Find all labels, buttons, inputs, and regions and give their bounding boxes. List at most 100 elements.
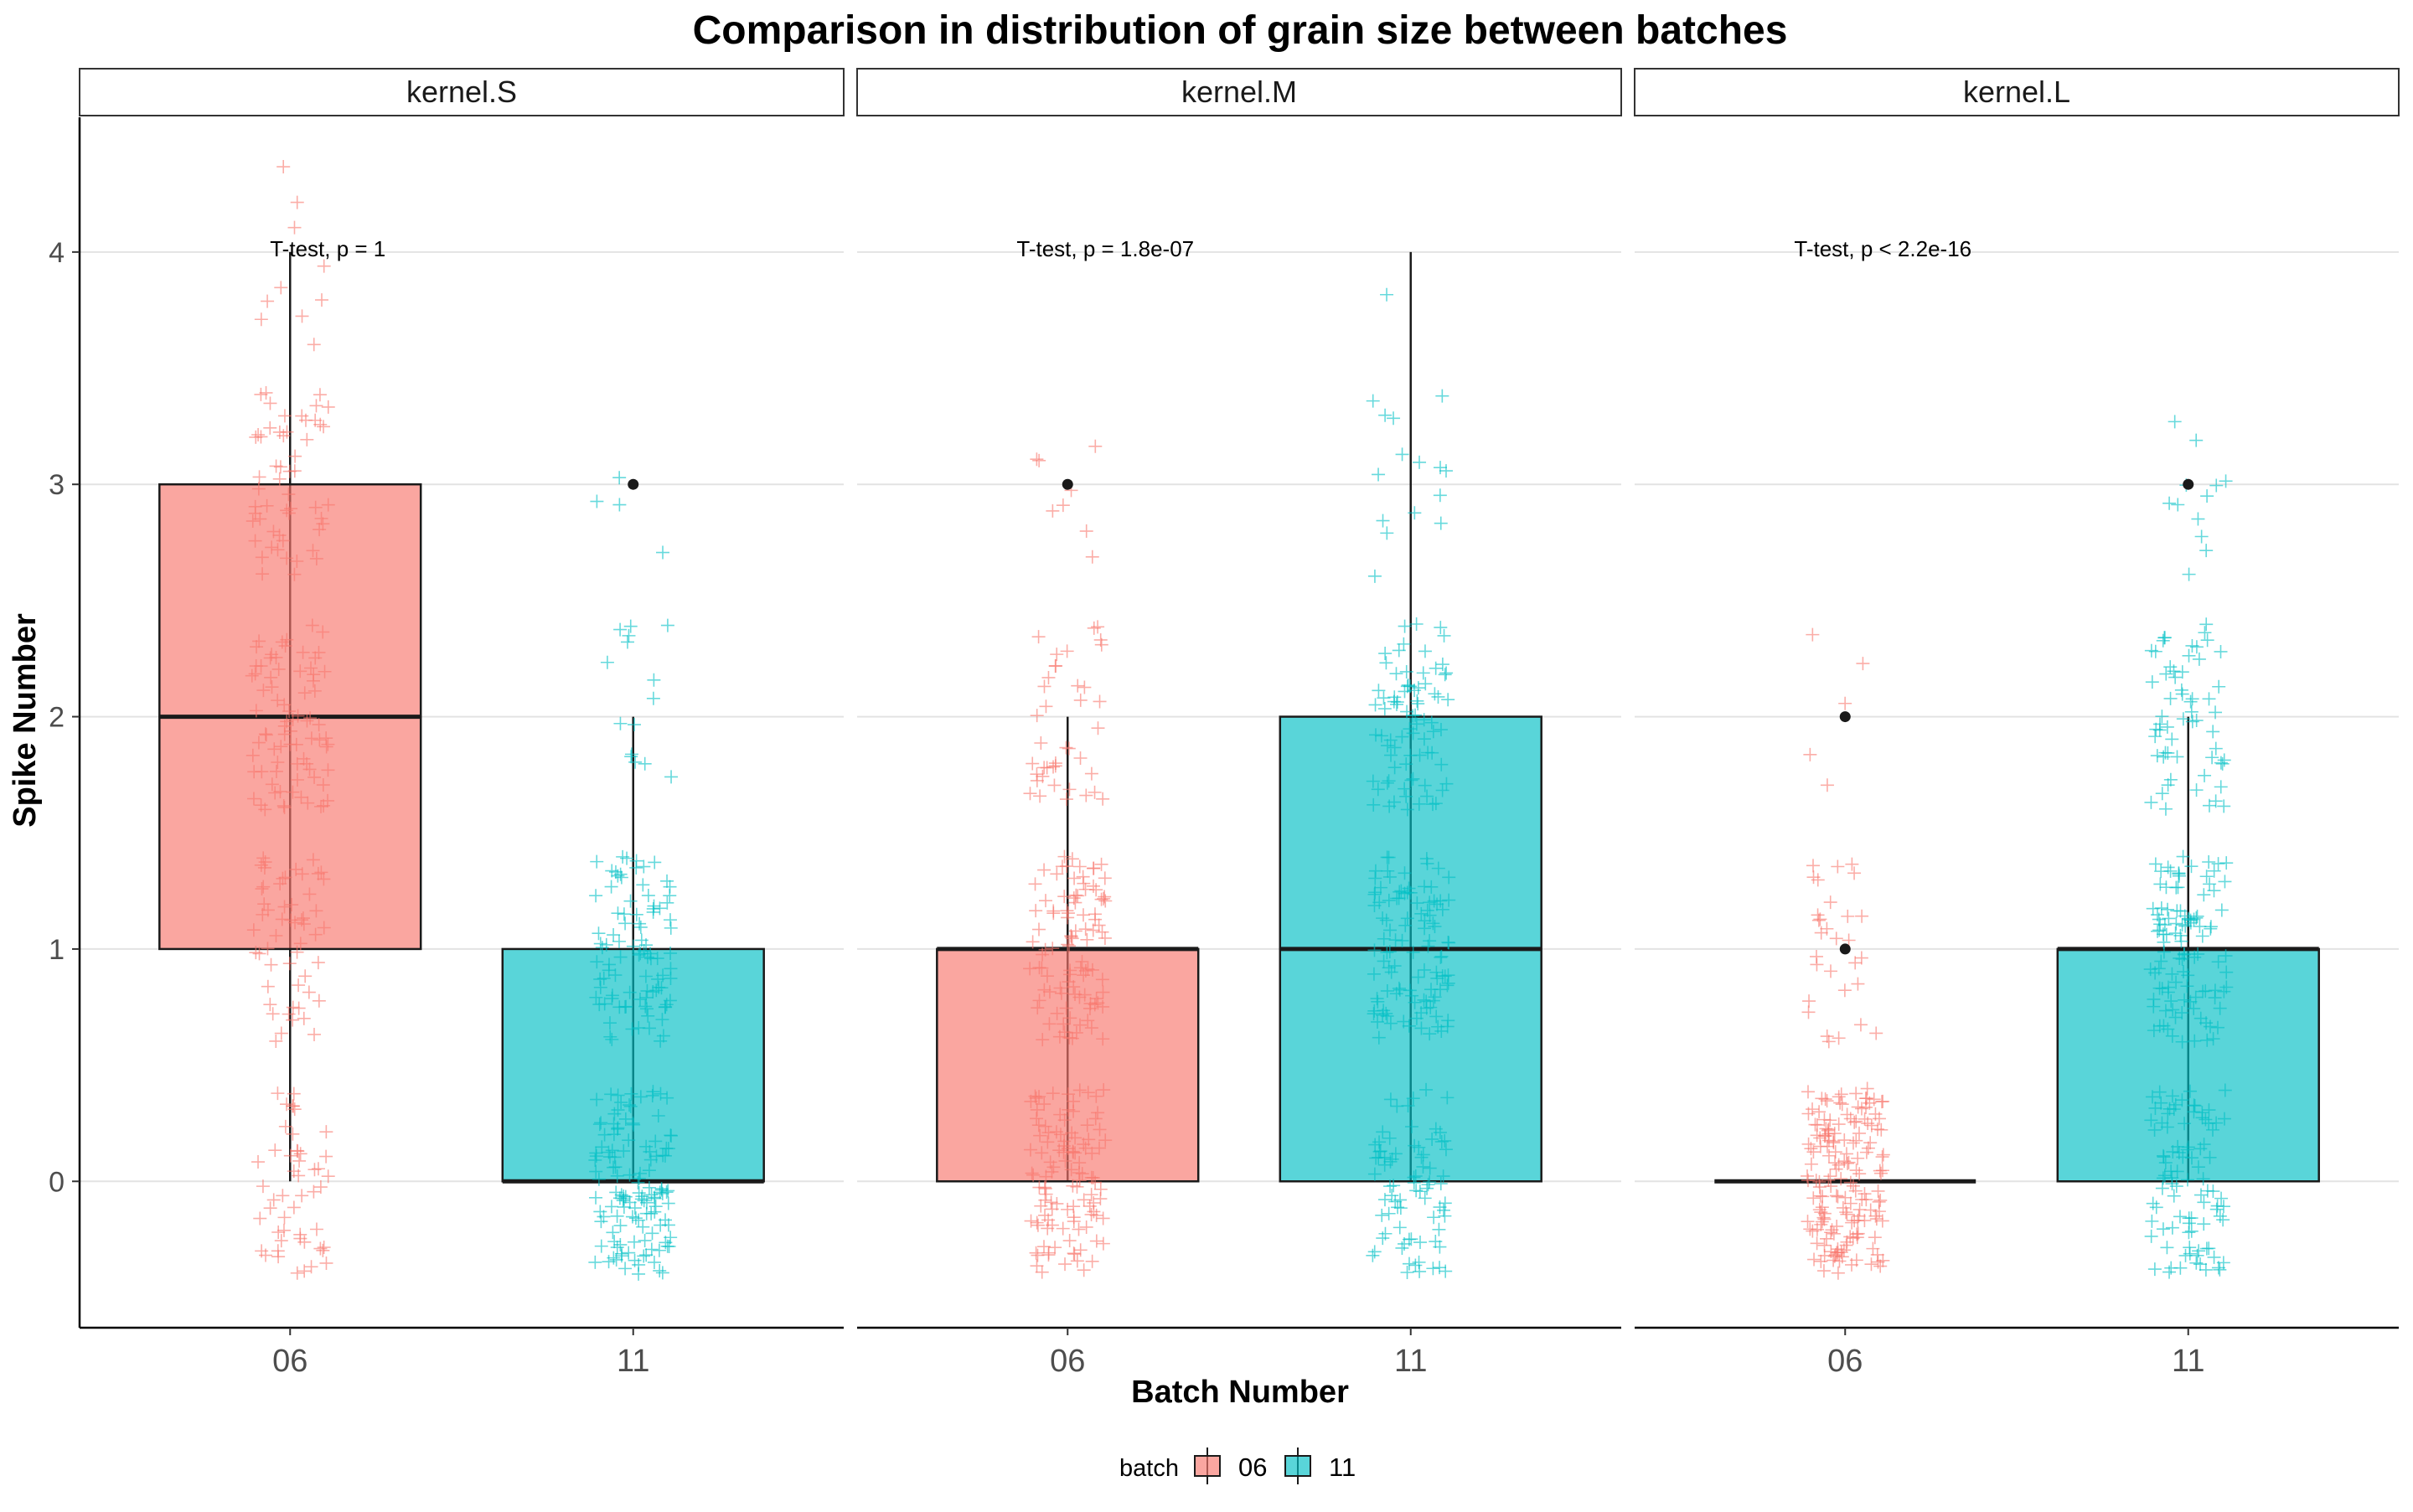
jitter-point bbox=[2165, 732, 2179, 746]
jitter-point bbox=[2213, 1209, 2227, 1223]
jitter-point bbox=[1852, 1167, 1867, 1181]
jitter-point bbox=[269, 929, 283, 943]
jitter-point bbox=[1038, 1193, 1052, 1207]
jitter-point bbox=[1406, 726, 1420, 741]
jitter-point bbox=[1392, 643, 1406, 658]
jitter-point bbox=[613, 867, 628, 881]
jitter-point bbox=[254, 387, 268, 401]
jitter-point bbox=[2185, 638, 2199, 653]
strip-box bbox=[856, 68, 1622, 116]
jitter-point bbox=[589, 889, 603, 903]
jitter-point bbox=[1071, 679, 1085, 693]
jitter-point bbox=[1417, 732, 1431, 746]
jitter-point bbox=[623, 1098, 637, 1112]
jitter-point bbox=[1811, 873, 1825, 887]
jitter-point bbox=[313, 1180, 328, 1195]
jitter-point bbox=[1434, 949, 1449, 963]
jitter-point bbox=[1420, 903, 1434, 917]
jitter-point bbox=[1367, 1004, 1382, 1018]
jitter-point bbox=[588, 1255, 602, 1269]
jitter-point bbox=[1062, 1102, 1076, 1117]
jitter-point bbox=[1441, 1014, 1455, 1028]
jitter-point bbox=[290, 945, 304, 959]
jitter-point bbox=[1411, 970, 1425, 984]
jitter-point bbox=[255, 550, 269, 565]
outlier-point bbox=[628, 478, 639, 490]
jitter-point bbox=[1093, 1182, 1108, 1196]
jitter-point bbox=[1067, 1246, 1081, 1261]
jitter-point bbox=[604, 1200, 618, 1214]
jitter-point bbox=[590, 1092, 604, 1107]
jitter-point bbox=[1872, 1112, 1886, 1126]
jitter-point bbox=[1815, 1200, 1829, 1215]
jitter-point bbox=[1376, 911, 1390, 926]
jitter-point bbox=[1095, 973, 1109, 987]
jitter-point bbox=[290, 1143, 304, 1158]
jitter-point bbox=[1098, 890, 1112, 904]
jitter-point bbox=[300, 432, 314, 446]
jitter-point bbox=[2176, 965, 2190, 979]
jitter-point bbox=[1059, 792, 1073, 807]
jitter-point bbox=[1413, 1184, 1427, 1199]
jitter-point bbox=[638, 1233, 652, 1247]
jitter-point bbox=[2200, 633, 2214, 648]
jitter-point bbox=[2203, 1150, 2217, 1164]
jitter-point bbox=[1093, 694, 1107, 709]
jitter-point bbox=[2213, 1262, 2227, 1277]
jitter-point bbox=[589, 990, 603, 1004]
jitter-point bbox=[1393, 1220, 1407, 1235]
jitter-point bbox=[1821, 1173, 1836, 1187]
jitter-point bbox=[1382, 1131, 1397, 1145]
jitter-point bbox=[1435, 389, 1449, 403]
jitter-point bbox=[297, 686, 312, 700]
panel-kernel-S: kernel.S 0 1 2 3 4 06 11 T-test, p = 1 bbox=[49, 68, 845, 1379]
jitter-point bbox=[609, 1252, 623, 1267]
jitter-point bbox=[2152, 723, 2167, 737]
jitter-point bbox=[273, 784, 287, 798]
jitter-point bbox=[1073, 1243, 1088, 1257]
jitter-point bbox=[1084, 1188, 1098, 1202]
jitter-point bbox=[1821, 1123, 1835, 1138]
jitter-point bbox=[1374, 729, 1388, 743]
jitter-point bbox=[1071, 889, 1085, 903]
jitter-point bbox=[633, 1090, 648, 1104]
jitter-point bbox=[1831, 1242, 1845, 1257]
jitter-point bbox=[1024, 1214, 1038, 1228]
jitter-point bbox=[263, 998, 277, 1012]
jitter-point bbox=[2197, 888, 2211, 902]
jitter-point bbox=[2172, 869, 2186, 883]
jitter-point bbox=[307, 1163, 322, 1177]
jitter-point bbox=[302, 762, 317, 777]
jitter-point bbox=[2209, 1202, 2224, 1216]
jitter-point bbox=[589, 1164, 603, 1179]
jitter-point bbox=[2211, 1261, 2225, 1275]
jitter-point bbox=[246, 792, 261, 806]
jitter-point bbox=[1371, 1014, 1385, 1029]
jitter-point bbox=[2206, 725, 2220, 739]
jitter-point bbox=[280, 632, 294, 647]
jitter-point bbox=[304, 661, 318, 675]
jitter-point bbox=[2200, 1033, 2214, 1047]
jitter-point bbox=[1416, 1159, 1430, 1174]
jitter-point bbox=[1067, 871, 1082, 885]
jitter-point bbox=[1866, 1241, 1880, 1256]
jitter-point bbox=[645, 1226, 659, 1241]
jitter-point bbox=[1036, 769, 1050, 783]
jitter-point bbox=[602, 963, 616, 978]
jitter-point bbox=[2171, 880, 2185, 895]
jitter-point bbox=[1438, 1209, 1452, 1223]
jitter-point bbox=[277, 1210, 292, 1225]
jitter-point bbox=[2183, 994, 2198, 1009]
jitter-point bbox=[256, 1179, 270, 1194]
jitter-point bbox=[317, 1240, 331, 1254]
jitter-point bbox=[1849, 1086, 1863, 1101]
jitter-point bbox=[648, 1200, 663, 1214]
strip-box bbox=[79, 68, 845, 116]
jitter-point bbox=[653, 901, 667, 916]
jitter-point bbox=[271, 543, 285, 557]
jitter-point bbox=[1036, 1240, 1051, 1254]
jitter-point bbox=[1398, 619, 1412, 633]
jitter-point bbox=[1816, 1210, 1831, 1225]
jitter-point bbox=[1801, 1005, 1816, 1019]
jitter-point bbox=[1864, 1257, 1878, 1272]
